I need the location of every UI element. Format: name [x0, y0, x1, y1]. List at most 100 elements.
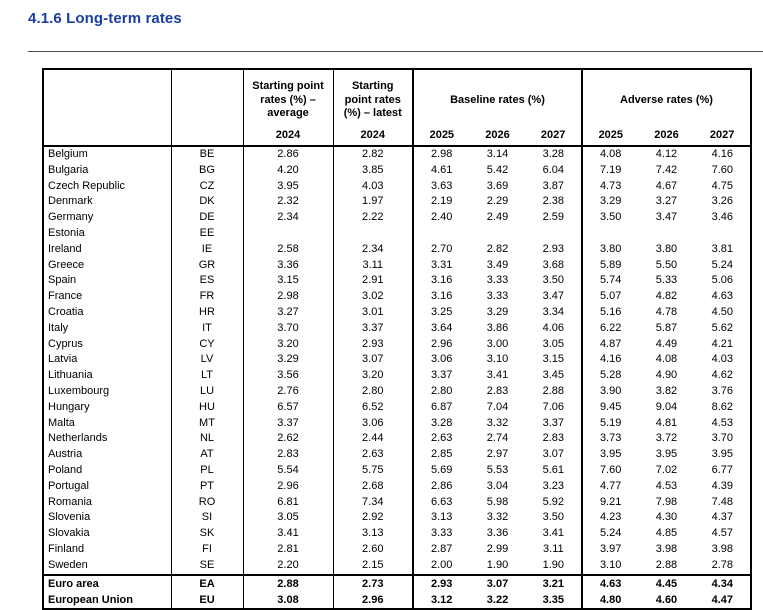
country-name: Austria [43, 447, 172, 463]
rate-baseline-2025: 3.31 [430, 258, 453, 271]
rate-adverse-2025: 4.16 [599, 353, 622, 366]
country-code: LV [171, 352, 244, 369]
rate-adverse-2026: 4.49 [655, 337, 678, 350]
rate-baseline-2026: 1.90 [486, 558, 509, 571]
country-code: FR [171, 289, 244, 305]
rate-adverse-2027: 3.98 [711, 542, 734, 555]
rate-adverse-2025: 3.29 [599, 195, 622, 208]
rate-adverse-2025: 5.89 [599, 258, 622, 271]
rate-start-avg: 3.95 [243, 178, 334, 195]
rate-adverse-2026: 4.90 [655, 369, 678, 382]
rate-adverse-2025: 3.80 [599, 242, 622, 255]
rate-baseline-2026: 3.33 [486, 290, 509, 303]
table-row: Denmark DK 2.32 1.97 2.19 2.29 2.38 3.29 3.27 3.2… [43, 194, 751, 211]
country-code: IT [171, 320, 244, 337]
country-code: PL [171, 462, 244, 479]
rate-start-latest: 2.44 [333, 431, 414, 448]
country-code: DE [171, 210, 244, 226]
rate-adverse-2027: 3.46 [711, 211, 734, 224]
country-code: RO [171, 494, 244, 511]
header-start-avg-year: 2024 [275, 129, 301, 141]
rate-start-avg: 2.81 [243, 541, 334, 558]
rate-adverse-2027: 5.62 [711, 321, 734, 334]
rate-adverse-2027: 7.48 [711, 495, 734, 508]
rate-start-latest: 2.73 [333, 573, 414, 592]
rate-baseline-2027: 1.90 [525, 557, 583, 575]
country-name: Latvia [43, 352, 172, 369]
rate-baseline-2026: 3.86 [486, 321, 509, 334]
rate-adverse-2025: 5.16 [599, 305, 622, 318]
rate-start-latest: 3.20 [333, 368, 414, 384]
rate-adverse-2026: 7.42 [655, 163, 678, 176]
rate-start-avg: 3.37 [243, 415, 334, 432]
rate-adverse-2026: 2.88 [655, 558, 678, 571]
header-year: 2026 [485, 129, 510, 141]
header-baseline-label: Baseline rates (%) [450, 93, 545, 106]
country-name: Portugal [43, 478, 172, 495]
rate-adverse-2026: 7.02 [655, 463, 678, 476]
rate-baseline-2025: 3.64 [430, 321, 453, 334]
country-code: SI [171, 510, 244, 527]
rate-start-avg: 2.76 [243, 383, 334, 400]
country-name: Slovakia [43, 526, 172, 542]
country-code: CZ [171, 178, 244, 195]
table-row: Sweden SE 2.20 2.15 2.00 1.90 1.90 3.10 2.88 2.78 [43, 557, 751, 575]
rate-start-latest: 2.34 [333, 241, 414, 258]
rate-start-avg: 2.83 [243, 447, 334, 463]
rate-adverse-2027: 2.78 [711, 558, 734, 571]
rate-adverse-2025: 5.24 [599, 527, 622, 540]
rate-adverse-2027: 8.62 [711, 400, 734, 413]
rate-start-avg: 2.96 [243, 478, 334, 495]
country-code: EE [171, 225, 244, 242]
rate-adverse-2026: 4.82 [655, 290, 678, 303]
rate-start-avg: 3.27 [243, 304, 334, 321]
country-code: ES [171, 273, 244, 290]
rate-adverse-2026: 9.04 [655, 400, 678, 413]
rate-baseline-2025: 2.00 [430, 558, 453, 571]
rate-start-latest: 2.91 [333, 273, 414, 290]
table-row: Romania RO 6.81 7.34 6.63 5.98 5.92 9.21 7.98 7.4… [43, 494, 751, 511]
header-start-latest-year: 2024 [360, 129, 385, 141]
header-code-blank [171, 69, 244, 147]
rate-baseline-2027: 3.21 [525, 573, 583, 592]
rate-baseline-2027: 3.68 [525, 257, 583, 274]
table-row: Italy IT 3.70 3.37 3.64 3.86 4.06 6.22 5.87 5.62 [43, 320, 751, 337]
rate-baseline-2026: 3.04 [486, 479, 509, 492]
rate-start-avg: 2.62 [243, 431, 334, 448]
table-row: Slovakia SK 3.41 3.13 3.33 3.36 3.41 5.24 4.85 4.… [43, 526, 751, 542]
rate-baseline-2026: 2.83 [486, 384, 509, 397]
rate-baseline-2025: 2.93 [413, 573, 470, 592]
rate-baseline-2027: 5.61 [525, 462, 583, 479]
rate-adverse-2026: 5.50 [655, 258, 678, 271]
country-name: Bulgaria [43, 162, 172, 179]
rate-adverse-2025: 3.73 [599, 432, 622, 445]
rate-baseline-2026: 3.22 [486, 593, 509, 606]
country-code: BG [171, 162, 244, 179]
rate-adverse-2026: 4.12 [655, 148, 678, 160]
rate-adverse-2027: 4.62 [711, 369, 734, 382]
rate-start-latest: 3.85 [333, 162, 414, 179]
rate-start-latest: 2.15 [333, 557, 414, 575]
country-code: DK [171, 194, 244, 211]
rate-baseline-2026: 2.99 [486, 542, 509, 555]
rate-baseline-2027: 3.05 [525, 336, 583, 353]
rate-baseline-2026: 5.42 [486, 163, 509, 176]
rate-baseline-2027: 3.23 [525, 478, 583, 495]
rate-start-latest: 2.80 [333, 383, 414, 400]
rate-start-avg: 3.36 [243, 257, 334, 274]
rate-baseline-2025: 3.16 [430, 274, 453, 287]
header-year: 2027 [709, 129, 735, 141]
rate-adverse-2026: 4.08 [655, 353, 678, 366]
rate-adverse-2026: 5.33 [655, 274, 678, 287]
rate-adverse-2025: 3.10 [599, 558, 622, 571]
country-code: GR [171, 257, 244, 274]
rate-baseline-2027: 3.15 [525, 352, 583, 369]
rate-adverse-2025: 4.80 [599, 593, 622, 606]
country-code: BE [171, 146, 244, 163]
country-name: Slovenia [43, 510, 172, 527]
rate-baseline-2025: 2.87 [430, 542, 453, 555]
rate-baseline-2025: 4.61 [430, 163, 453, 176]
rate-baseline-2025: 2.80 [430, 384, 453, 397]
rate-adverse-2026: 4.30 [655, 511, 678, 524]
table-row: Belgium BE 2.86 2.82 2.98 3.14 3.28 4.08 4.12 4.1… [43, 146, 751, 163]
